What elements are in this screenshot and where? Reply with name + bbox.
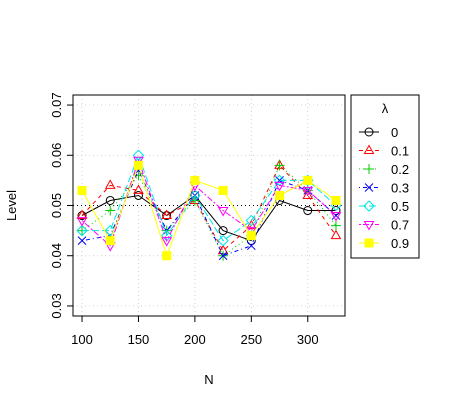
data-point (162, 251, 172, 261)
data-point (303, 206, 313, 216)
legend-item-0.1: 0.1 (359, 144, 409, 159)
series-0.1 (76, 159, 342, 255)
legend-label: 0.1 (391, 144, 409, 159)
series-layer (76, 149, 342, 261)
legend-title: λ (382, 101, 389, 116)
data-point (330, 220, 341, 231)
data-point (76, 209, 88, 220)
data-point (330, 212, 342, 222)
y-tick-label: 0.06 (49, 143, 64, 168)
data-point (245, 214, 258, 227)
data-point (77, 185, 87, 195)
legend-item-0.5: 0.5 (359, 199, 409, 214)
data-point (77, 236, 87, 246)
y-axis: 0.03 0.04 0.05 0.06 0.07 (49, 92, 74, 319)
series-0.9 (77, 160, 341, 261)
data-point (189, 189, 201, 202)
legend-marker (363, 200, 375, 212)
x-tick-label: 250 (240, 332, 262, 347)
legend-label: 0.3 (391, 181, 409, 196)
x-tick-label: 150 (128, 332, 150, 347)
legend-marker (363, 221, 375, 231)
legend-label: 0 (391, 125, 398, 140)
y-tick-label: 0.05 (49, 193, 64, 218)
data-point (274, 160, 285, 171)
series-line (81, 158, 337, 247)
data-point (190, 175, 200, 185)
y-tick-label: 0.04 (49, 243, 64, 268)
legend-marker (364, 238, 374, 248)
series-0 (77, 190, 341, 246)
data-point (246, 241, 256, 251)
data-point (76, 217, 88, 227)
y-tick-label: 0.03 (49, 293, 64, 318)
legend-item-0.9: 0.9 (359, 236, 409, 251)
data-point (217, 207, 229, 217)
legend-label: 0.5 (391, 199, 409, 214)
data-point (246, 231, 256, 241)
series-0.7 (76, 156, 342, 252)
data-point (302, 186, 314, 197)
data-point (218, 185, 228, 195)
legend-marker (364, 164, 374, 174)
legend-box (350, 94, 420, 259)
x-tick-label: 300 (297, 332, 319, 347)
data-point (275, 190, 285, 200)
legend: λ 0 0.1 0.2 0.3 0.5 0.7 0.9 (350, 94, 420, 259)
data-point (274, 181, 285, 192)
data-point (302, 189, 314, 199)
data-point (133, 160, 143, 170)
data-point (217, 234, 229, 247)
data-point (105, 205, 116, 216)
data-point (105, 236, 115, 246)
data-point (218, 251, 228, 261)
data-point (76, 224, 88, 237)
legend-marker (364, 127, 374, 137)
x-axis: 100 150 200 250 300 (71, 315, 319, 347)
series-0.5 (76, 149, 342, 247)
data-point (245, 219, 257, 230)
series-line (82, 153, 337, 242)
data-point (330, 229, 342, 240)
legend-marker (364, 183, 374, 192)
x-axis-label: N (204, 372, 213, 387)
data-point (104, 224, 116, 237)
data-point (218, 226, 228, 236)
data-point (161, 237, 173, 247)
legend-item-0.2: 0.2 (359, 162, 409, 177)
legend-item-0: 0 (359, 125, 398, 140)
data-point (104, 179, 116, 189)
x-tick-label: 200 (184, 332, 206, 347)
x-tick-label: 100 (71, 332, 93, 347)
series-line (81, 163, 337, 258)
legend-marker (363, 144, 375, 154)
legend-label: 0.9 (391, 236, 409, 251)
data-point (331, 206, 341, 216)
y-tick-label: 0.07 (49, 92, 64, 117)
data-point (303, 175, 313, 185)
legend-item-0.3: 0.3 (359, 181, 409, 196)
data-point (105, 195, 115, 205)
y-axis-label: Level (4, 190, 19, 221)
data-point (331, 195, 341, 205)
data-point (133, 190, 143, 200)
series-line (81, 164, 337, 252)
data-point (161, 209, 173, 220)
legend-label: 0.7 (391, 218, 409, 233)
data-point (133, 184, 144, 194)
series-line (81, 164, 337, 257)
series-line (81, 194, 336, 242)
legend-items: 0 0.1 0.2 0.3 0.5 0.7 0.9 (359, 125, 409, 251)
series-0.2 (77, 160, 341, 261)
legend-label: 0.2 (391, 162, 409, 177)
legend-item-0.7: 0.7 (359, 218, 409, 233)
